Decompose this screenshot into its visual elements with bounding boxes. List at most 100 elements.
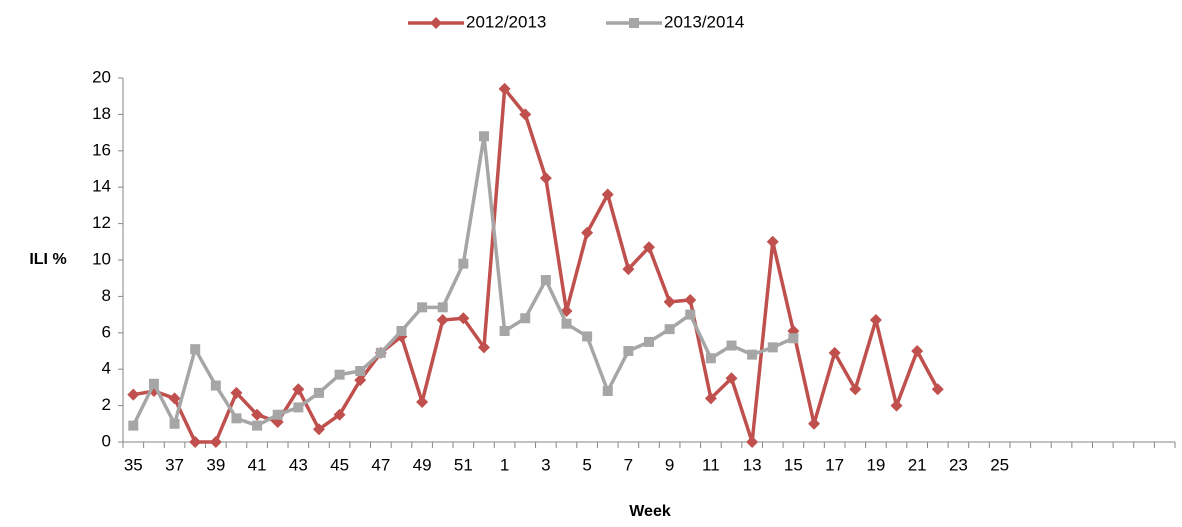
legend-marker [430,17,442,29]
marker [561,318,572,329]
y-tick-label: 16 [92,140,111,159]
marker [437,302,448,313]
marker [664,324,675,335]
marker [705,353,716,364]
marker [869,314,882,327]
marker [252,420,263,431]
series-line [131,134,795,428]
x-tick-label: 25 [990,455,1009,474]
x-tick-label: 51 [454,455,473,474]
marker [292,383,305,396]
x-tick-label: 21 [908,455,927,474]
marker [477,341,490,354]
marker [457,312,470,325]
marker [519,108,532,121]
y-tick-label: 8 [102,286,111,305]
marker [725,372,738,385]
marker [230,386,243,399]
y-tick-label: 4 [102,359,111,378]
marker [375,347,386,358]
marker [581,226,594,239]
marker [849,383,862,396]
marker [684,294,697,307]
marker [417,302,428,313]
marker [747,349,758,360]
x-tick-label: 15 [784,455,803,474]
marker [788,333,799,344]
y-axis-title: ILI % [29,251,66,268]
marker [644,336,654,347]
marker [293,402,304,413]
marker [499,325,510,336]
marker [622,263,635,276]
marker [210,380,221,391]
series-line [133,87,940,444]
marker [396,325,407,336]
y-tick-label: 2 [102,395,111,414]
marker [623,346,634,356]
x-tick-label: 11 [702,455,720,474]
legend-marker [629,18,639,28]
y-tick-label: 10 [92,249,111,268]
marker [355,366,366,377]
legend-label: 2012/2013 [466,12,546,31]
marker [808,417,821,430]
marker [168,392,181,405]
marker [478,131,489,142]
marker [663,295,676,308]
marker [333,408,346,421]
x-tick-label: 7 [624,455,633,474]
y-tick-label: 12 [92,213,111,232]
marker [890,399,903,412]
x-tick-label: 41 [248,455,267,474]
x-tick-label: 35 [124,455,143,474]
marker [416,395,429,408]
x-tick-label: 43 [289,455,308,474]
x-tick-label: 39 [206,455,225,474]
x-tick-label: 49 [413,455,432,474]
marker [726,340,737,351]
marker [520,313,531,324]
marker [313,387,324,398]
x-tick-label: 3 [541,455,550,474]
marker [209,436,222,448]
marker [169,418,180,429]
y-tick-label: 20 [92,67,111,86]
x-tick-label: 1 [500,455,509,474]
marker [539,172,552,185]
marker [643,241,655,254]
legend-label: 2013/2014 [664,12,744,31]
marker [685,309,696,320]
marker [601,188,614,201]
marker [828,346,841,359]
marker [148,378,159,389]
marker [190,344,201,355]
marker [540,275,551,286]
marker [767,342,778,353]
marker [334,369,345,380]
y-tick-label: 6 [102,322,111,341]
marker [272,409,283,420]
y-tick-label: 0 [102,431,111,450]
marker [704,392,717,405]
y-tick-label: 18 [92,104,111,123]
marker [766,235,779,248]
x-tick-label: 37 [165,455,184,474]
marker [602,386,613,397]
marker [354,374,367,387]
x-tick-label: 23 [949,455,968,474]
x-tick-label: 45 [330,455,349,474]
x-tick-label: 47 [371,455,390,474]
marker [931,383,944,396]
marker [458,258,469,269]
marker [582,331,593,342]
marker [127,388,140,401]
marker [436,314,449,327]
marker [251,408,264,421]
y-tick-label: 14 [92,177,111,196]
x-tick-label: 5 [582,455,591,474]
marker [746,436,759,448]
marker [312,423,325,436]
